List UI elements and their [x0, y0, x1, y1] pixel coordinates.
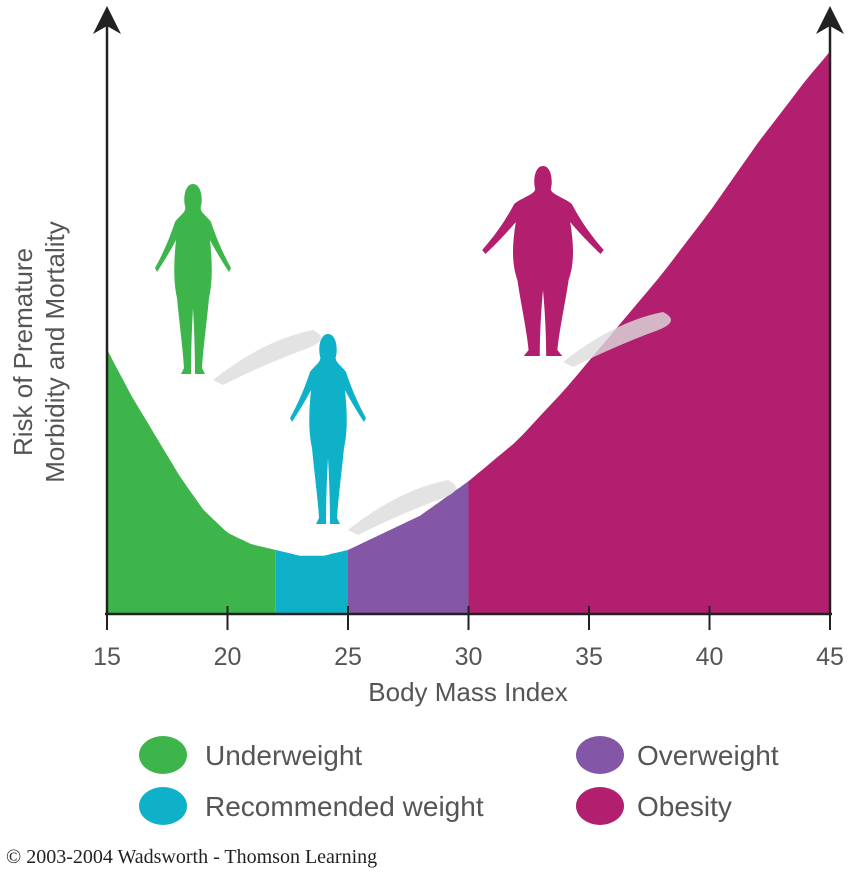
legend-swatch-underweight [139, 736, 187, 774]
x-tick-label-30: 30 [455, 643, 483, 671]
recommended-figure-silhouette [290, 334, 366, 524]
copyright-notice: © 2003-2004 Wadsworth - Thomson Learning [6, 846, 378, 868]
legend-label-recommended-weight: Recommended weight [205, 791, 484, 822]
legend-swatch-recommended-weight [139, 787, 187, 825]
y-axis-arrow-icon [93, 6, 121, 34]
legend-label-underweight: Underweight [205, 740, 362, 771]
area-segment-overweight [348, 481, 469, 613]
y-axis-title-line2: Morbidity and Mortality [40, 221, 70, 483]
x-ticks: 15 20 25 30 35 40 45 [93, 606, 844, 671]
obese-figure-silhouette [482, 166, 604, 356]
legend-label-obesity: Obesity [637, 791, 732, 822]
underweight-figure-shadow [213, 330, 321, 385]
legend-swatch-overweight [576, 736, 624, 774]
area-segment-recommended-weight [275, 550, 348, 613]
underweight-figure [155, 184, 321, 385]
right-axis-arrow-icon [816, 6, 844, 34]
area-segment-underweight [107, 349, 276, 613]
figures [155, 166, 671, 535]
x-tick-label-20: 20 [214, 643, 242, 671]
recommended-figure-shadow [348, 480, 456, 535]
risk-area [107, 51, 830, 613]
y-axis-title-line1: Risk of Premature [8, 248, 38, 456]
legend-label-overweight: Overweight [637, 740, 779, 771]
underweight-figure-silhouette [155, 184, 231, 374]
x-tick-label-15: 15 [93, 643, 121, 671]
x-tick-label-40: 40 [696, 643, 724, 671]
obese-figure [482, 166, 671, 367]
x-tick-label-35: 35 [575, 643, 603, 671]
legend: Underweight Overweight Recommended weight O… [139, 736, 779, 825]
x-axis-title: Body Mass Index [368, 677, 567, 707]
legend-swatch-obesity [576, 787, 624, 825]
obese-figure-shadow [563, 312, 671, 367]
x-tick-label-25: 25 [334, 643, 362, 671]
recommended-figure [290, 334, 456, 535]
x-tick-label-45: 45 [816, 643, 844, 671]
